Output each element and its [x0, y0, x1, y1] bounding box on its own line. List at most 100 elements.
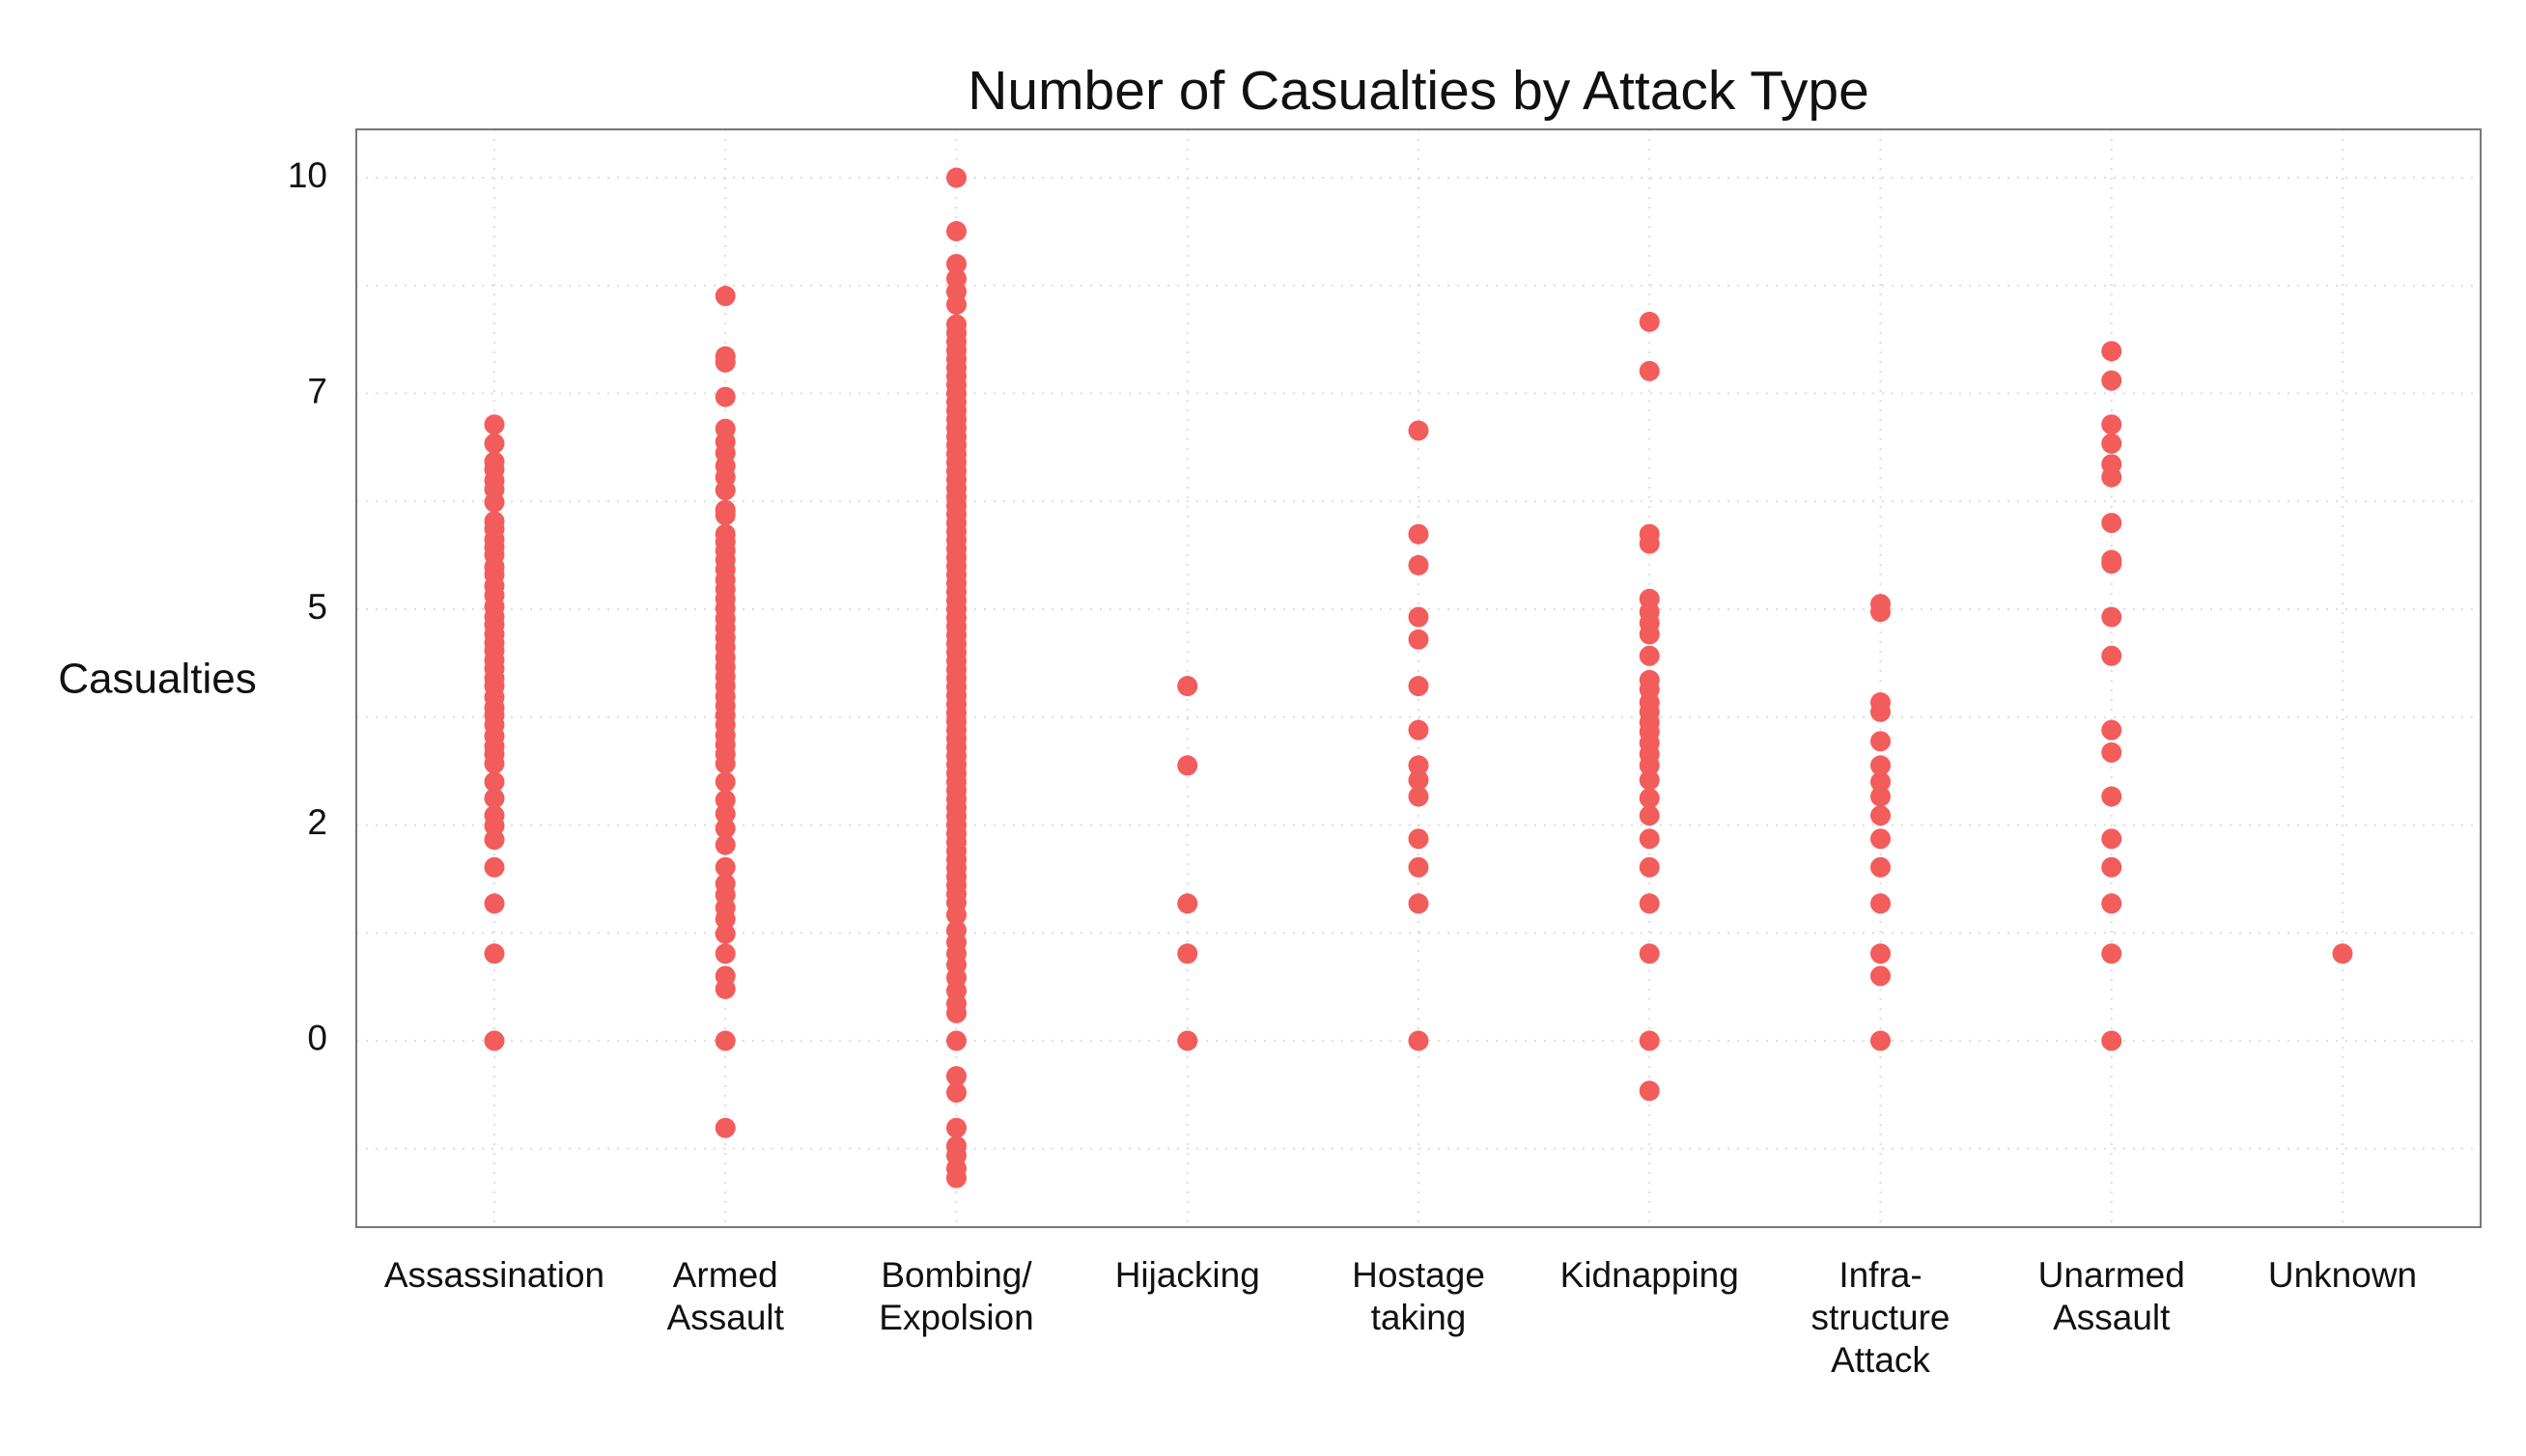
point: [715, 351, 736, 373]
point: [484, 856, 505, 878]
point: [484, 433, 505, 454]
y-tick-label: 7: [307, 371, 327, 410]
point: [1408, 719, 1429, 741]
point: [1870, 602, 1891, 623]
point: [1870, 755, 1891, 776]
point: [1639, 828, 1660, 850]
point: [2101, 742, 2122, 763]
point: [2101, 606, 2122, 628]
point: [2101, 466, 2122, 488]
point: [715, 856, 736, 878]
point: [1408, 606, 1429, 628]
point: [715, 386, 736, 407]
point: [2101, 719, 2122, 741]
point: [1870, 771, 1891, 793]
point: [1408, 828, 1429, 850]
point: [715, 803, 736, 825]
point: [2332, 943, 2353, 965]
point: [484, 829, 505, 851]
point: [1408, 523, 1429, 545]
point: [1639, 755, 1660, 776]
point: [2101, 856, 2122, 878]
point: [1870, 786, 1891, 807]
x-tick-label: Kidnapping: [1559, 1255, 1739, 1295]
point: [2101, 786, 2122, 807]
point: [946, 167, 967, 188]
point: [1408, 554, 1429, 575]
point: [484, 491, 505, 513]
point: [2101, 943, 2122, 965]
point: [946, 1066, 967, 1087]
point: [1408, 856, 1429, 878]
point: [1639, 624, 1660, 645]
point: [484, 1030, 505, 1051]
x-tick-label: Unarmed Assault: [2037, 1255, 2185, 1337]
y-tick-label: 0: [307, 1019, 327, 1058]
point: [715, 1117, 736, 1138]
y-tick-label: 5: [307, 587, 327, 627]
point: [1870, 701, 1891, 722]
point: [2101, 553, 2122, 574]
point: [2101, 513, 2122, 534]
point: [2101, 433, 2122, 454]
point: [484, 943, 505, 965]
point: [1870, 856, 1891, 878]
point: [1639, 645, 1660, 666]
point: [715, 286, 736, 307]
point: [1639, 788, 1660, 809]
point: [715, 978, 736, 999]
point: [2101, 828, 2122, 850]
point: [2101, 341, 2122, 362]
point: [1639, 856, 1660, 878]
x-tick-label: Infra- structure Attack: [1810, 1255, 1951, 1380]
point: [1408, 770, 1429, 791]
point: [715, 771, 736, 793]
point: [715, 818, 736, 839]
point: [946, 1082, 967, 1104]
point: [1639, 893, 1660, 914]
point: [1639, 311, 1660, 332]
point: [715, 480, 736, 501]
point: [484, 893, 505, 914]
point: [1639, 770, 1660, 791]
x-tick-label: Hijacking: [1114, 1255, 1260, 1295]
point: [715, 943, 736, 965]
point: [1870, 1030, 1891, 1051]
point: [1408, 420, 1429, 441]
point: [715, 834, 736, 855]
point: [2101, 645, 2122, 666]
point: [1177, 755, 1198, 776]
point: [1870, 943, 1891, 965]
point: [1408, 755, 1429, 776]
point: [484, 771, 505, 793]
x-tick-label: Bombing/ Expolsion: [879, 1255, 1034, 1337]
point: [1639, 360, 1660, 381]
point: [1177, 943, 1198, 965]
plot-frame: [355, 128, 2482, 1228]
point: [715, 909, 736, 930]
point: [2101, 414, 2122, 435]
point: [946, 253, 967, 274]
point: [1639, 1030, 1660, 1051]
x-tick-label: Unknown: [2267, 1255, 2418, 1295]
point: [1408, 893, 1429, 914]
y-tick-label: 10: [288, 155, 327, 195]
point: [715, 753, 736, 774]
x-tick-label: Assassination: [383, 1255, 605, 1295]
chart-title: Number of Casualties by Attack Type: [968, 60, 1869, 122]
point: [1639, 805, 1660, 826]
point: [946, 220, 967, 241]
point: [1408, 629, 1429, 650]
point: [946, 1030, 967, 1051]
point: [1177, 1030, 1198, 1051]
point: [1639, 533, 1660, 554]
point: [1870, 731, 1891, 752]
point: [1408, 786, 1429, 807]
point: [715, 505, 736, 526]
point: [1870, 893, 1891, 914]
y-axis-label: Casualties: [58, 656, 256, 703]
point: [946, 1002, 967, 1023]
y-tick-label: 2: [307, 802, 327, 842]
